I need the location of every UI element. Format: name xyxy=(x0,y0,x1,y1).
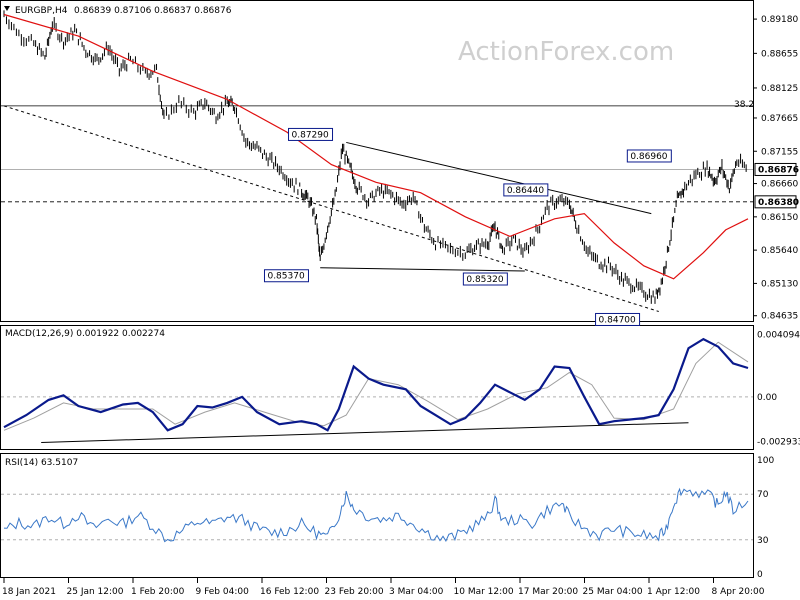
macd-axis-tick-label: -0.002933 xyxy=(757,437,800,447)
annotation-box xyxy=(462,272,508,286)
ohlc-readout: 0.86839 0.87106 0.86837 0.86876 xyxy=(74,6,232,16)
price-trendline xyxy=(320,267,525,272)
time-axis-tick-label: 3 Mar 04:00 xyxy=(389,587,444,597)
macd-line xyxy=(3,337,749,432)
annotation-box xyxy=(503,183,549,197)
price-panel-frame xyxy=(0,0,754,322)
price-trendline xyxy=(3,105,659,312)
macd-axis-tick-label: 0.00 xyxy=(757,393,777,403)
dashed-level-tag-box xyxy=(754,195,797,209)
annotation-box xyxy=(595,312,641,326)
fib-label: 38.2 xyxy=(734,100,754,110)
rsi-axis-tick-label: 0 xyxy=(757,570,763,580)
annotation-label: 0.85320 xyxy=(466,275,503,285)
price-axis-tick-label: 0.85640 xyxy=(761,246,798,256)
annotation-label: 0.87290 xyxy=(292,130,329,140)
symbol-label: EURGBP,H4 xyxy=(15,6,68,16)
price-axis-tick-label: 0.87665 xyxy=(761,114,798,124)
watermark: ActionForex.com xyxy=(458,37,674,67)
time-axis-tick-label: 1 Apr 12:00 xyxy=(647,587,700,597)
rsi-panel-frame xyxy=(0,453,754,578)
annotation-box xyxy=(626,149,672,163)
time-axis-tick-label: 17 Mar 20:00 xyxy=(518,587,578,597)
rsi-axis-tick-label: 70 xyxy=(757,490,769,500)
price-axis-tick-label: 0.88125 xyxy=(761,84,798,94)
current-price-tag-box xyxy=(754,162,797,176)
time-axis-tick-label: 9 Feb 04:00 xyxy=(196,587,250,597)
time-axis-tick-label: 16 Feb 12:00 xyxy=(260,587,319,597)
time-axis-tick-label: 18 Jan 2021 xyxy=(2,587,56,597)
rsi-axis-tick-label: 100 xyxy=(757,456,774,466)
grid-layer xyxy=(1,18,757,583)
price-trendline xyxy=(346,141,652,215)
moving-average-line xyxy=(3,13,749,280)
dropdown-triangle-icon[interactable] xyxy=(4,6,10,11)
rsi-axis-tick-label: 30 xyxy=(757,536,769,546)
current-price-tag: 0.86876 xyxy=(758,165,799,175)
time-axis-tick-label: 8 Apr 20:00 xyxy=(712,587,765,597)
dashed-level-tag: 0.86380 xyxy=(758,198,799,208)
price-axis-tick-label: 0.88655 xyxy=(761,49,798,59)
time-axis-tick-label: 23 Feb 20:00 xyxy=(325,587,384,597)
label-layer: 0.89180 0.88655 0.88125 0.87665 0.87155 0.866… xyxy=(2,15,800,597)
price-axis-tick-label: 0.87155 xyxy=(761,147,798,157)
annotation-box xyxy=(263,269,309,283)
rsi-title: RSI(14) 63.5107 xyxy=(5,458,78,468)
macd-axis-tick-label: 0.004094 xyxy=(757,331,800,341)
price-axis-tick-label: 0.86150 xyxy=(761,213,798,223)
annotation-box xyxy=(288,127,334,141)
price-axis-tick-label: 0.89180 xyxy=(761,15,798,25)
series-layer xyxy=(3,10,749,543)
macd-trendline xyxy=(41,422,689,443)
time-axis-tick-label: 1 Feb 20:00 xyxy=(131,587,185,597)
annotation-label: 0.84700 xyxy=(599,315,636,325)
price-axis-tick-label: 0.86660 xyxy=(761,180,798,190)
annotation-label: 0.86960 xyxy=(630,152,667,162)
macd-panel-frame xyxy=(0,325,754,450)
macd-signal-line xyxy=(3,341,749,431)
price-axis-tick-label: 0.84635 xyxy=(761,312,798,322)
time-axis-tick-label: 25 Mar 04:00 xyxy=(583,587,643,597)
time-axis-tick-label: 25 Jan 12:00 xyxy=(67,587,124,597)
annotation-label: 0.86440 xyxy=(507,186,544,196)
time-axis-tick-label: 10 Mar 12:00 xyxy=(454,587,514,597)
price-axis-tick-label: 0.85130 xyxy=(761,279,798,289)
rsi-line xyxy=(3,487,749,543)
macd-title: MACD(12,26,9) 0.001922 0.002274 xyxy=(5,329,165,339)
annotation-label: 0.85370 xyxy=(267,272,304,282)
